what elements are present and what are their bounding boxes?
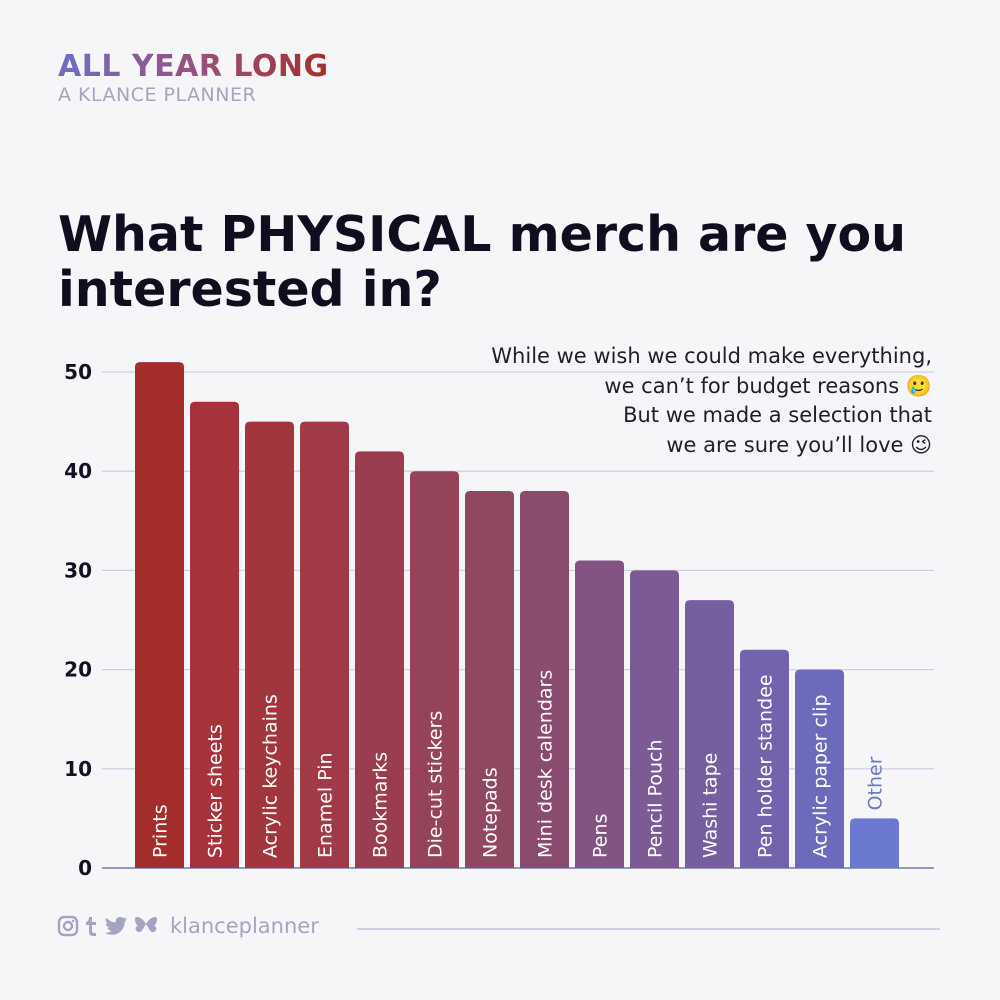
bar-label: Die-cut stickers <box>425 711 447 858</box>
bar <box>520 491 569 868</box>
bar-label: Enamel Pin <box>315 752 337 858</box>
bar <box>465 491 514 868</box>
annotation-note: While we wish we could make everything, … <box>372 342 932 460</box>
bar-label: Prints <box>150 804 172 858</box>
bar-label: Acrylic paper clip <box>810 694 832 858</box>
bar <box>190 401 239 868</box>
bar-label: Sticker sheets <box>205 724 227 858</box>
bar-label: Washi tape <box>700 753 722 858</box>
bar <box>740 649 789 868</box>
y-tick-label: 30 <box>64 558 92 582</box>
bar <box>685 600 734 868</box>
bar-label: Other <box>865 756 887 810</box>
bar-label: Mini desk calendars <box>535 670 557 858</box>
bar-label: Notepads <box>480 767 502 858</box>
bar <box>850 818 899 868</box>
note-line: But we made a selection that <box>623 403 932 427</box>
y-tick-label: 0 <box>78 856 92 880</box>
tumblr-icon[interactable] <box>84 915 98 937</box>
footer: klanceplanner <box>57 914 319 938</box>
twitter-icon[interactable] <box>103 915 129 937</box>
bar-label: Acrylic keychains <box>260 694 282 858</box>
note-line: While we wish we could make everything, <box>491 344 932 368</box>
bar-label: Pencil Pouch <box>645 740 667 859</box>
footer-handle[interactable]: klanceplanner <box>170 914 319 938</box>
footer-divider <box>357 928 940 930</box>
bar <box>410 471 459 868</box>
bluesky-icon[interactable] <box>134 915 158 937</box>
note-line: we are sure you’ll love 😉 <box>666 432 932 457</box>
bar <box>135 362 184 868</box>
brand-block: ALL YEAR LONG A KLANCE PLANNER <box>58 49 329 107</box>
bar <box>245 421 294 868</box>
brand-title: ALL YEAR LONG <box>58 49 329 84</box>
y-tick-label: 40 <box>64 459 92 483</box>
y-tick-label: 10 <box>64 757 92 781</box>
note-line: we can’t for budget reasons 🥲 <box>604 373 932 398</box>
chart-title: What PHYSICAL merch are you interested i… <box>58 206 907 318</box>
bar-label: Pens <box>590 814 612 858</box>
instagram-icon[interactable] <box>57 915 79 937</box>
bar <box>630 570 679 868</box>
brand-subtitle: A KLANCE PLANNER <box>58 84 257 106</box>
bar <box>575 560 624 868</box>
bar <box>355 451 404 868</box>
bar <box>795 669 844 868</box>
bar-label: Pen holder standee <box>755 674 777 858</box>
bar-label: Bookmarks <box>370 752 392 858</box>
y-tick-label: 50 <box>64 360 92 384</box>
bar <box>300 421 349 868</box>
y-tick-label: 20 <box>64 658 92 682</box>
